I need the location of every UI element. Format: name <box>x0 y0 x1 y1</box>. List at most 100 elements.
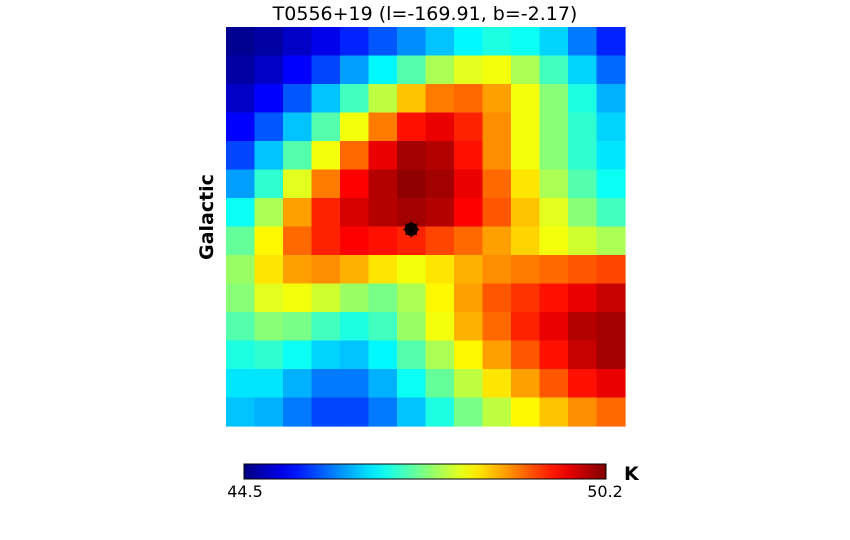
heatmap-cell <box>539 369 569 399</box>
heatmap-cell <box>283 169 313 199</box>
heatmap-cell <box>425 397 455 427</box>
heatmap-cell <box>482 369 512 399</box>
heatmap-cell <box>254 55 284 85</box>
colorbar-unit-label: K <box>624 463 640 485</box>
heatmap-cell <box>454 55 484 85</box>
heatmap-cell <box>568 255 598 285</box>
heatmap-cell <box>311 340 341 370</box>
heatmap-cell <box>454 169 484 199</box>
heatmap-cell <box>397 312 427 342</box>
source-marker <box>403 221 420 238</box>
heatmap-cell <box>311 255 341 285</box>
y-axis-label: Galactic <box>196 174 218 260</box>
heatmap-cell <box>226 84 256 114</box>
heatmap-cell <box>511 84 541 114</box>
heatmap-cell <box>283 283 313 313</box>
heatmap-cell <box>511 255 541 285</box>
heatmap-cell <box>539 27 569 57</box>
heatmap-cell <box>368 198 398 228</box>
heatmap-cell <box>568 312 598 342</box>
heatmap-cell <box>425 369 455 399</box>
heatmap-cell <box>283 226 313 256</box>
heatmap-cell <box>539 340 569 370</box>
heatmap-cell <box>226 169 256 199</box>
heatmap-cell <box>482 312 512 342</box>
heatmap-cell <box>568 369 598 399</box>
heatmap-cell <box>226 312 256 342</box>
heatmap-cell <box>340 84 370 114</box>
heatmap-cell <box>340 312 370 342</box>
heatmap-cell <box>539 283 569 313</box>
heatmap-cell <box>311 312 341 342</box>
heatmap-cell <box>511 340 541 370</box>
heatmap-cell <box>311 84 341 114</box>
heatmap-cell <box>283 55 313 85</box>
heatmap-cell <box>340 340 370 370</box>
heatmap-cell <box>454 397 484 427</box>
heatmap-cell <box>311 27 341 57</box>
heatmap-cell <box>596 312 626 342</box>
heatmap-cell <box>482 340 512 370</box>
heatmap-cell <box>511 27 541 57</box>
heatmap-cell <box>454 369 484 399</box>
heatmap-cell <box>340 198 370 228</box>
heatmap-cell <box>539 226 569 256</box>
heatmap-cell <box>454 312 484 342</box>
heatmap-cell <box>340 397 370 427</box>
colorbar-max-label: 50.2 <box>587 482 623 501</box>
heatmap-cell <box>596 255 626 285</box>
heatmap-cell <box>254 112 284 142</box>
heatmap-cell <box>425 141 455 171</box>
heatmap-cell <box>511 198 541 228</box>
heatmap-cell <box>311 169 341 199</box>
heatmap-cell <box>311 397 341 427</box>
heatmap-cell <box>425 312 455 342</box>
heatmap-cell <box>596 369 626 399</box>
heatmap-cell <box>254 84 284 114</box>
heatmap-cell <box>425 255 455 285</box>
heatmap-cell <box>226 112 256 142</box>
heatmap-cell <box>568 169 598 199</box>
heatmap-cell <box>283 369 313 399</box>
heatmap-cell <box>511 141 541 171</box>
heatmap-cell <box>397 255 427 285</box>
heatmap-cell <box>454 198 484 228</box>
heatmap-cell <box>539 84 569 114</box>
heatmap-cell <box>283 112 313 142</box>
heatmap-cell <box>454 340 484 370</box>
heatmap-cell <box>340 112 370 142</box>
heatmap-cell <box>596 169 626 199</box>
heatmap-cell <box>254 397 284 427</box>
heatmap-cell <box>340 369 370 399</box>
heatmap-cell <box>311 112 341 142</box>
heatmap-cell <box>454 141 484 171</box>
heatmap-cell <box>539 169 569 199</box>
heatmap-cell <box>397 169 427 199</box>
heatmap-cell <box>425 226 455 256</box>
heatmap-cell <box>226 55 256 85</box>
heatmap-cell <box>511 369 541 399</box>
heatmap-cell <box>283 84 313 114</box>
heatmap-cell <box>454 255 484 285</box>
heatmap-cell <box>482 397 512 427</box>
heatmap-cell <box>226 340 256 370</box>
heatmap-cell <box>283 340 313 370</box>
heatmap-cell <box>482 226 512 256</box>
heatmap-cell <box>368 84 398 114</box>
heatmap-cell <box>254 369 284 399</box>
heatmap-cell <box>539 255 569 285</box>
heatmap-cell <box>254 198 284 228</box>
heatmap-cell <box>425 112 455 142</box>
heatmap-cell <box>568 55 598 85</box>
heatmap-cell <box>539 397 569 427</box>
heatmap-cell <box>511 312 541 342</box>
heatmap-cell <box>539 55 569 85</box>
heatmap-cell <box>368 283 398 313</box>
heatmap-cell <box>311 283 341 313</box>
heatmap-cell <box>340 27 370 57</box>
heatmap-cell <box>454 27 484 57</box>
heatmap-cell <box>226 226 256 256</box>
heatmap-cell <box>568 141 598 171</box>
heatmap-cell <box>226 397 256 427</box>
